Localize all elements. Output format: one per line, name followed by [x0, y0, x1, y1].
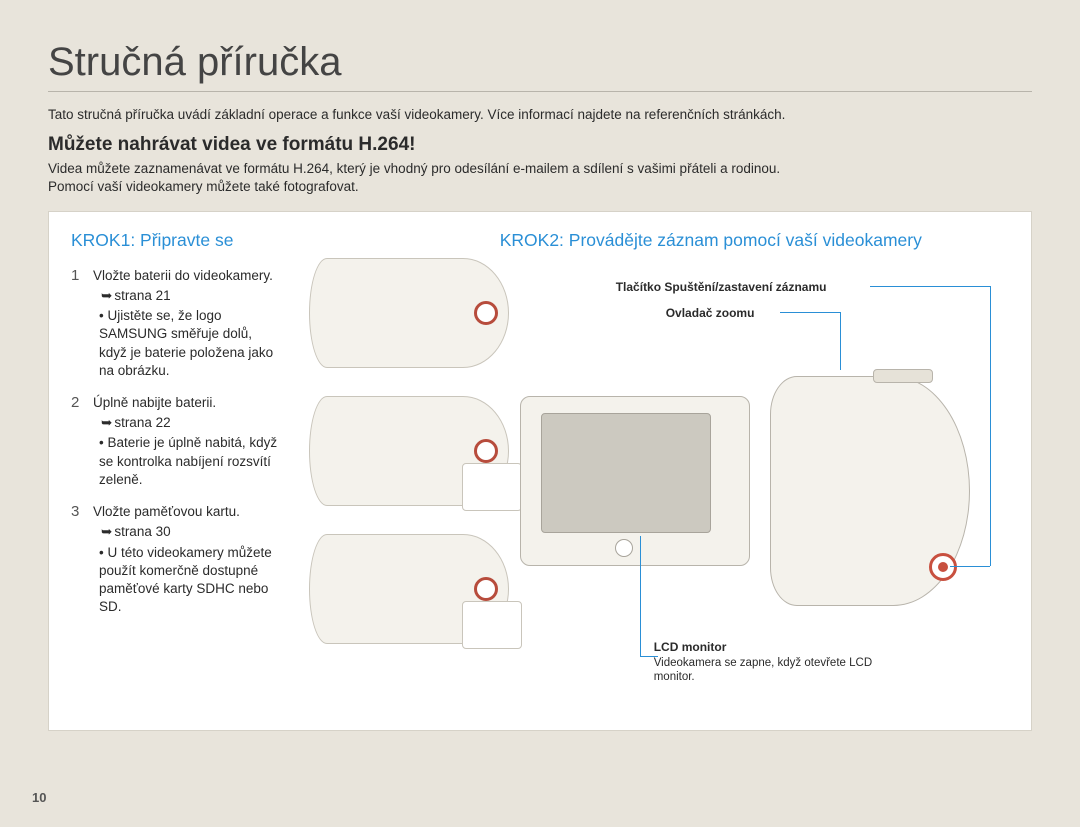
steps-box: KROK1: Připravte se 1 Vložte baterii do … — [48, 211, 1032, 731]
step-bullet: Ujistěte se, že logo SAMSUNG směřuje dol… — [99, 307, 281, 380]
camera-illustration-card — [309, 534, 509, 644]
step-number: 1 — [71, 267, 93, 380]
page-ref: strana 30 — [101, 523, 281, 541]
step-head: Vložte baterii do videokamery. — [93, 267, 281, 285]
krok2-title: KROK2: Provádějte záznam pomocí vaší vid… — [500, 230, 1009, 251]
step-head: Vložte paměťovou kartu. — [93, 503, 281, 521]
subdesc-line-1: Videa můžete zaznamenávat ve formátu H.2… — [48, 161, 780, 176]
home-button-shape — [615, 539, 633, 557]
step-body: Vložte paměťovou kartu. strana 30 U této… — [93, 503, 281, 616]
step-head: Úplně nabijte baterii. — [93, 394, 281, 412]
step-bullet: Baterie je úplně nabitá, když se kontrol… — [99, 434, 281, 489]
lcd-screen-shape — [541, 413, 711, 533]
page-ref: strana 22 — [101, 414, 281, 432]
subdesc-line-2: Pomocí vaší videokamery můžete také foto… — [48, 179, 359, 194]
camera-diagram — [520, 326, 970, 656]
zoom-lever-shape — [873, 369, 933, 383]
callout-line — [780, 312, 840, 313]
subtitle-description: Videa můžete zaznamenávat ve formátu H.2… — [48, 160, 1032, 196]
krok1-item: 1 Vložte baterii do videokamery. strana … — [71, 267, 281, 380]
label-zoom: Ovladač zoomu — [666, 306, 755, 320]
intro-text: Tato stručná příručka uvádí základní ope… — [48, 106, 1032, 124]
krok1-column: KROK1: Připravte se 1 Vložte baterii do … — [71, 230, 484, 712]
subtitle: Můžete nahrávat videa ve formátu H.264! — [48, 134, 1032, 156]
callout-line — [640, 656, 658, 657]
step-bullet: U této videokamery můžete použít komerčn… — [99, 544, 281, 617]
label-lcd-sub: Videokamera se zapne, když otevřete LCD … — [654, 656, 894, 685]
page-number: 10 — [32, 790, 46, 805]
page-ref: strana 21 — [101, 287, 281, 305]
page-title: Stručná příručka — [48, 40, 1032, 92]
label-rec-button: Tlačítko Spuštění/zastavení záznamu — [616, 280, 827, 294]
krok2-column: KROK2: Provádějte záznam pomocí vaší vid… — [484, 230, 1009, 712]
callout-line — [950, 566, 990, 567]
step-number: 3 — [71, 503, 93, 616]
callout-line — [840, 312, 841, 370]
callout-line — [870, 286, 990, 287]
camera-illustration-charge — [309, 396, 509, 506]
record-button-shape — [929, 553, 957, 581]
step-body: Úplně nabijte baterii. strana 22 Baterie… — [93, 394, 281, 489]
step-body: Vložte baterii do videokamery. strana 21… — [93, 267, 281, 380]
callout-line — [990, 286, 991, 566]
lcd-flip-shape — [520, 396, 750, 566]
camera-body-shape — [770, 376, 970, 606]
krok1-title: KROK1: Připravte se — [71, 230, 484, 251]
krok1-item: 3 Vložte paměťovou kartu. strana 30 U té… — [71, 503, 281, 616]
step-number: 2 — [71, 394, 93, 489]
manual-page: Stručná příručka Tato stručná příručka u… — [0, 0, 1080, 827]
krok1-list: 1 Vložte baterii do videokamery. strana … — [71, 267, 281, 617]
krok1-item: 2 Úplně nabijte baterii. strana 22 Bater… — [71, 394, 281, 489]
callout-line — [640, 536, 641, 656]
camera-illustration-battery — [309, 258, 509, 368]
